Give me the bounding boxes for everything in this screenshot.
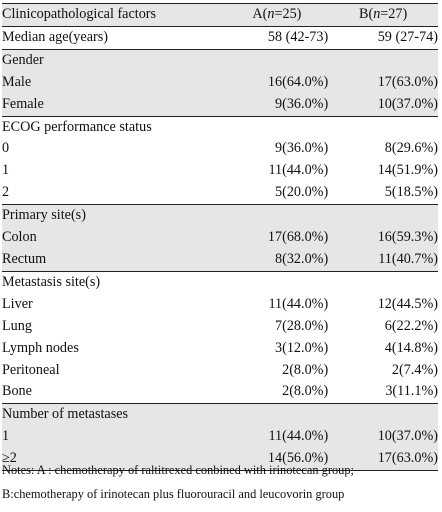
row-label: Rectum: [2, 248, 226, 272]
group-a-value: [225, 270, 329, 294]
table-row: 1 11(44.0%) 14(51.9%): [2, 160, 438, 183]
row-label: 1: [2, 426, 226, 449]
row-label: Peritoneal: [2, 359, 226, 382]
group-b-value: 8(29.6%): [328, 138, 438, 161]
group-a-value: 11(44.0%): [225, 426, 329, 449]
group-a-value: 17(68.0%): [225, 227, 329, 249]
group-b-value: 3(11.1%): [328, 381, 438, 404]
group-b-value: [328, 204, 438, 228]
group-a-value: 9(36.0%): [225, 93, 329, 117]
table-row: 2 5(20.0%) 5(18.5%): [2, 182, 438, 205]
group-b-value: 10(37.0%): [328, 93, 438, 117]
group-a-value: 5(20.0%): [225, 182, 329, 205]
table-row: Rectum 8(32.0%) 11(40.7%): [2, 248, 438, 272]
table-row: Lung 7(28.0%) 6(22.2%): [2, 315, 438, 338]
group-b-value: [328, 270, 438, 294]
row-label: 1: [2, 160, 226, 183]
table-section-row: Gender: [2, 48, 438, 72]
table-row: Liver 11(44.0%) 12(44.5%): [2, 293, 438, 316]
row-label: Metastasis site(s): [2, 270, 226, 294]
group-a-value: 2(8.0%): [225, 381, 329, 404]
row-label: 0: [2, 138, 226, 161]
row-label: Lung: [2, 315, 226, 338]
table-row: Colon 17(68.0%) 16(59.3%): [2, 227, 438, 249]
row-label: 2: [2, 182, 226, 205]
row-label: Lymph nodes: [2, 337, 226, 360]
header-b-prefix: B(: [359, 6, 374, 22]
header-a-n: n: [267, 6, 275, 22]
row-label: ECOG performance status: [2, 115, 226, 139]
table-row: 0 9(36.0%) 8(29.6%): [2, 138, 438, 161]
table-section-row: Median age(years) 58 (42-73) 59 (27-74): [2, 26, 438, 50]
row-label: Median age(years): [2, 26, 226, 50]
table-row: Female 9(36.0%) 10(37.0%): [2, 93, 438, 117]
table-row: 1 11(44.0%) 10(37.0%): [2, 426, 438, 449]
table-row: ≥2 14(56.0%) 17(63.0%): [2, 448, 438, 472]
group-b-value: 10(37.0%): [328, 426, 438, 449]
clinicopathological-table: Clinicopathological factors A(n=25) B(n=…: [2, 3, 438, 472]
group-a-value: 9(36.0%): [225, 138, 329, 161]
group-a-value: [225, 403, 329, 427]
header-b-suffix: =27): [380, 6, 408, 22]
header-group-b: B(n=27): [328, 3, 438, 27]
group-a-value: [225, 115, 329, 139]
group-a-value: 2(8.0%): [225, 359, 329, 382]
table-section-row: Primary site(s): [2, 204, 438, 228]
group-b-value: 14(51.9%): [328, 160, 438, 183]
table-section-row: Number of metastases: [2, 403, 438, 427]
notes-line-2: B:chemotherapy of irinotecan plus fluoro…: [2, 487, 345, 501]
row-label: Female: [2, 93, 226, 117]
table-row: Peritoneal 2(8.0%) 2(7.4%): [2, 359, 438, 382]
group-a-value: [225, 204, 329, 228]
header-a-suffix: =25): [274, 6, 302, 22]
row-label: Liver: [2, 293, 226, 316]
group-a-value: 14(56.0%): [225, 448, 329, 472]
group-b-value: 59 (27-74): [328, 26, 438, 50]
header-group-a: A(n=25): [225, 3, 329, 27]
header-factors: Clinicopathological factors: [2, 3, 226, 27]
header-a-prefix: A(: [252, 6, 268, 22]
group-b-value: [328, 48, 438, 72]
group-b-value: [328, 115, 438, 139]
row-label: Number of metastases: [2, 403, 226, 427]
group-b-value: 16(59.3%): [328, 227, 438, 249]
notes-line-1: Notes: A : chemotherapy of raltitrexed c…: [2, 463, 355, 477]
group-a-value: 3(12.0%): [225, 337, 329, 360]
group-b-value: 11(40.7%): [328, 248, 438, 272]
group-b-value: 17(63.0%): [328, 71, 438, 94]
group-a-value: 11(44.0%): [225, 160, 329, 183]
group-a-value: 16(64.0%): [225, 71, 329, 94]
group-a-value: 11(44.0%): [225, 293, 329, 316]
row-label: Bone: [2, 381, 226, 404]
group-a-value: 8(32.0%): [225, 248, 329, 272]
table-header-row: Clinicopathological factors A(n=25) B(n=…: [2, 3, 438, 27]
table-row: Male 16(64.0%) 17(63.0%): [2, 71, 438, 94]
row-label: Colon: [2, 227, 226, 249]
group-a-value: 58 (42-73): [225, 26, 329, 50]
header-b-n: n: [373, 6, 381, 22]
row-label: Gender: [2, 48, 226, 72]
group-b-value: [328, 403, 438, 427]
row-label: Male: [2, 71, 226, 94]
group-b-value: 4(14.8%): [328, 337, 438, 360]
group-b-value: 2(7.4%): [328, 359, 438, 382]
table-section-row: Metastasis site(s): [2, 270, 438, 294]
group-b-value: 12(44.5%): [328, 293, 438, 316]
group-b-value: 5(18.5%): [328, 182, 438, 205]
group-b-value: 6(22.2%): [328, 315, 438, 338]
table-row: Lymph nodes 3(12.0%) 4(14.8%): [2, 337, 438, 360]
row-label: ≥2: [2, 448, 226, 472]
group-b-value: 17(63.0%): [328, 448, 438, 472]
group-a-value: 7(28.0%): [225, 315, 329, 338]
table-section-row: ECOG performance status: [2, 115, 438, 139]
group-a-value: [225, 48, 329, 72]
table-row: Bone 2(8.0%) 3(11.1%): [2, 381, 438, 404]
row-label: Primary site(s): [2, 204, 226, 228]
